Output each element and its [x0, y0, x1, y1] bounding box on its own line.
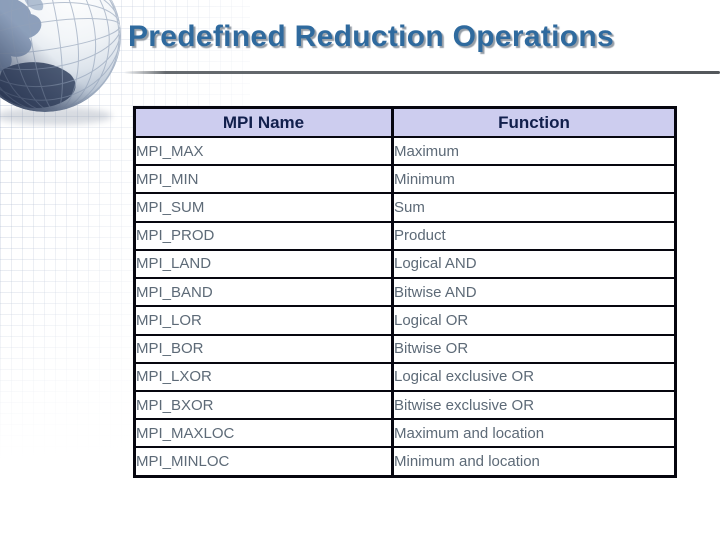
- table-row: MPI_LOR Logical OR: [133, 305, 677, 336]
- column-header-function: Function: [391, 106, 677, 138]
- cell-function: Bitwise exclusive OR: [391, 389, 677, 421]
- cell-function: Maximum: [391, 135, 677, 167]
- cell-mpi-name: MPI_LOR: [133, 305, 394, 336]
- table-row: MPI_MIN Minimum: [133, 164, 677, 195]
- cell-function: Bitwise AND: [391, 277, 677, 308]
- cell-function: Product: [391, 220, 677, 251]
- cell-mpi-name: MPI_BAND: [133, 277, 394, 308]
- cell-function: Maximum and location: [391, 418, 677, 449]
- table-row: MPI_BOR Bitwise OR: [133, 333, 677, 364]
- table-row: MPI_BXOR Bitwise exclusive OR: [133, 389, 677, 421]
- cell-mpi-name: MPI_LXOR: [133, 361, 394, 392]
- table-row: MPI_MINLOC Minimum and location: [133, 446, 677, 478]
- cell-mpi-name: MPI_MINLOC: [133, 446, 394, 478]
- table-row: MPI_LXOR Logical exclusive OR: [133, 361, 677, 392]
- table-row: MPI_SUM Sum: [133, 192, 677, 223]
- table-row: MPI_MAXLOC Maximum and location: [133, 418, 677, 449]
- table-row: MPI_BAND Bitwise AND: [133, 277, 677, 308]
- title-divider: [124, 71, 720, 74]
- table-row: MPI_LAND Logical AND: [133, 248, 677, 280]
- cell-function: Minimum: [391, 164, 677, 195]
- cell-mpi-name: MPI_MAXLOC: [133, 418, 394, 449]
- cell-function: Bitwise OR: [391, 333, 677, 364]
- cell-function: Logical OR: [391, 305, 677, 336]
- globe-icon: [0, 0, 121, 125]
- table-row: MPI_MAX Maximum: [133, 135, 677, 167]
- cell-mpi-name: MPI_PROD: [133, 220, 394, 251]
- cell-mpi-name: MPI_BOR: [133, 333, 394, 364]
- cell-mpi-name: MPI_BXOR: [133, 389, 394, 421]
- reduction-operations-table: MPI Name Function MPI_MAX Maximum MPI_MI…: [133, 106, 677, 478]
- cell-function: Sum: [391, 192, 677, 223]
- cell-mpi-name: MPI_LAND: [133, 248, 394, 280]
- cell-mpi-name: MPI_MAX: [133, 135, 394, 167]
- cell-mpi-name: MPI_SUM: [133, 192, 394, 223]
- cell-mpi-name: MPI_MIN: [133, 164, 394, 195]
- cell-function: Logical exclusive OR: [391, 361, 677, 392]
- table-row: MPI_PROD Product: [133, 220, 677, 251]
- column-header-mpi-name: MPI Name: [133, 106, 394, 138]
- cell-function: Minimum and location: [391, 446, 677, 478]
- page-title: Predefined Reduction Operations: [128, 20, 615, 53]
- table-header-row: MPI Name Function: [133, 106, 677, 138]
- cell-function: Logical AND: [391, 248, 677, 280]
